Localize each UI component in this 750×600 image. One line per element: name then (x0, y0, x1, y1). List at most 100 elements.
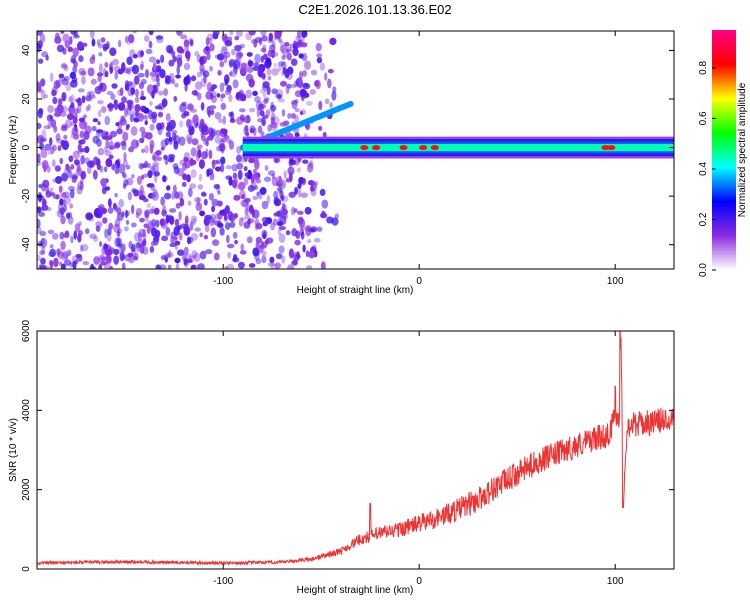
heatmap-noise-cell (141, 163, 148, 168)
heatmap-noise-cell (246, 66, 254, 73)
heatmap-hot-spot (430, 145, 439, 151)
heatmap-panel: -100 0 100 -40 -20 0 20 40 Height of straight … (8, 30, 675, 296)
heatmap-noise-cell (207, 109, 211, 118)
heatmap-noise-cell (278, 38, 283, 43)
heatmap-noise-cell (215, 129, 221, 137)
heatmap-noise-cell (310, 226, 318, 233)
heatmap-noise-cell (52, 178, 57, 183)
heatmap-noise-cell (156, 264, 161, 269)
heatmap-noise-cell (229, 221, 236, 228)
heatmap-noise-cell (60, 240, 66, 251)
heatmap-noise-cell (69, 188, 75, 199)
heatmap-noise-cell (116, 237, 123, 247)
heatmap-noise-cell (267, 75, 272, 81)
heatmap-noise-cell (59, 198, 64, 206)
heatmap-noise-cell (97, 75, 102, 83)
heatmap-noise-cell (266, 85, 271, 96)
heatmap-noise-cell (105, 248, 113, 256)
heatmap-noise-cell (183, 76, 190, 86)
heatmap-noise-cell (176, 53, 183, 61)
heatmap-noise-cell (259, 186, 267, 195)
heatmap-noise-cell (77, 181, 84, 191)
heatmap-noise-cell (72, 34, 80, 39)
heatmap-noise-cell (261, 116, 266, 127)
heatmap-noise-cell (211, 205, 216, 213)
heatmap-noise-cell (47, 105, 54, 114)
heatmap-noise-cell (131, 174, 135, 179)
heatmap-noise-cell (182, 162, 187, 171)
heatmap-noise-cell (125, 67, 132, 75)
heatmap-noise-cell (270, 123, 278, 132)
heatmap-noise-cell (134, 242, 142, 249)
heatmap-noise-cell (158, 90, 164, 96)
heatmap-noise-cell (80, 170, 87, 180)
heatmap-noise-cell (175, 31, 183, 36)
heatmap-noise-cell (294, 239, 301, 246)
heatmap-noise-cell (80, 154, 85, 165)
heatmap-noise-cell (80, 244, 84, 253)
heatmap-noise-cell (104, 145, 108, 153)
heatmap-noise-cell (282, 120, 290, 126)
heatmap-noise-cell (106, 232, 112, 242)
heatmap-noise-cell (59, 157, 64, 165)
heatmap-noise-cell (214, 166, 222, 172)
heatmap-noise-cell (56, 248, 61, 257)
heatmap-noise-cell (140, 105, 147, 113)
heatmap-noise-cell (301, 53, 308, 62)
heatmap-noise-cell (297, 210, 304, 215)
heatmap-noise-cell (236, 154, 242, 163)
heatmap-noise-cell (146, 226, 151, 234)
heatmap-noise-cell (266, 68, 272, 76)
heatmap-noise-cell (312, 244, 317, 251)
heatmap-noise-cell (169, 208, 177, 213)
heatmap-noise-cell (197, 184, 204, 190)
heatmap-noise-cell (196, 144, 203, 150)
heatmap-noise-cell (135, 88, 139, 98)
heatmap-noise-cell (37, 206, 42, 214)
heatmap-noise-cell (120, 140, 127, 147)
heatmap-noise-cell (262, 92, 267, 98)
heatmap-noise-cell (97, 99, 104, 105)
heatmap-noise-cell (300, 42, 308, 48)
heatmap-noise-cell (267, 262, 275, 267)
heatmap-noise-cell (200, 151, 208, 160)
heatmap-noise-cell (53, 257, 59, 268)
heatmap-noise-cell (229, 69, 237, 78)
heatmap-noise-cell (178, 232, 183, 241)
heatmap-noise-cell (310, 185, 315, 192)
heatmap-noise-cell (255, 100, 264, 111)
heatmap-noise-cell (324, 98, 330, 105)
heatmap-noise-cell (211, 239, 220, 246)
heatmap-noise-cell (227, 251, 232, 259)
heatmap-noise-cell (187, 187, 193, 198)
heatmap-noise-cell (271, 67, 279, 76)
heatmap-noise-cell (63, 232, 70, 239)
heatmap-noise-cell (149, 71, 157, 78)
heatmap-noise-cell (168, 137, 173, 145)
heatmap-noise-cell (37, 135, 45, 144)
heatmap-noise-cell (233, 59, 241, 70)
heatmap-noise-cell (319, 188, 326, 197)
heatmap-noise-cell (174, 244, 179, 251)
heatmap-noise-cell (331, 90, 337, 101)
heatmap-noise-cell (246, 236, 253, 244)
heatmap-noise-cell (45, 185, 50, 195)
heatmap-noise-cell (89, 31, 95, 39)
snr-x-axis-label: Height of straight line (km) (297, 585, 414, 596)
heatmap-noise-cell (58, 185, 63, 193)
heatmap-noise-cell (69, 71, 77, 79)
heatmap-noise-cell (252, 66, 260, 71)
heatmap-noise-cell (61, 78, 69, 86)
heatmap-noise-cell (261, 200, 269, 210)
heatmap-noise-cell (273, 116, 280, 125)
heatmap-noise-cell (68, 96, 73, 103)
heatmap-noise-cell (209, 213, 217, 224)
heatmap-noise-cell (62, 125, 67, 130)
heatmap-noise-cell (202, 138, 209, 145)
heatmap-noise-cell (273, 212, 278, 217)
heatmap-noise-cell (43, 125, 51, 130)
heatmap-noise-cell (276, 187, 283, 192)
heatmap-noise-cell (64, 259, 72, 266)
heatmap-noise-cell (266, 195, 271, 204)
heatmap-noise-cell (196, 54, 202, 63)
